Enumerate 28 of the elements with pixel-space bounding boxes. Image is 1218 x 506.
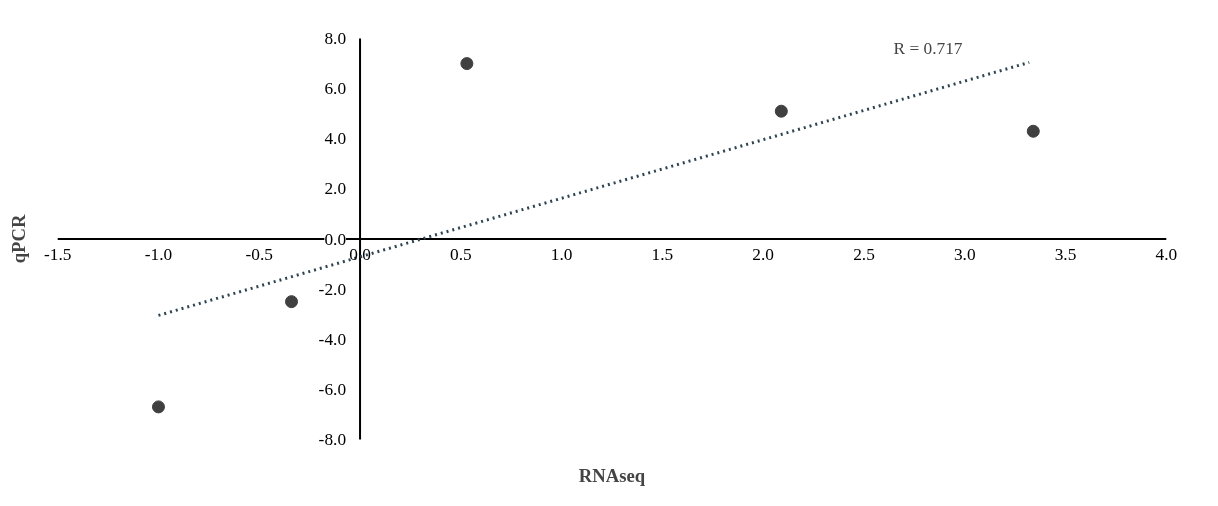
x-tick-label: 1.0 <box>550 245 573 264</box>
x-tick-label: 4.0 <box>1155 245 1178 264</box>
x-tick-label: -1.5 <box>43 245 72 264</box>
x-tick-label: 1.5 <box>651 245 674 264</box>
y-tick-label: 0.0 <box>324 229 347 249</box>
y-tick-label: -6.0 <box>318 379 347 399</box>
point <box>774 104 788 118</box>
x-tick-label: 2.0 <box>752 245 775 264</box>
y-tick-label: -2.0 <box>318 279 347 299</box>
x-tick-label: -0.5 <box>245 245 273 264</box>
y-tick-label: 6.0 <box>324 79 347 99</box>
y-tick-label: 8.0 <box>324 29 347 49</box>
x-tick-label: -1.0 <box>144 245 173 264</box>
y-tick-label: -8.0 <box>318 429 347 449</box>
x-axis-title: RNAseq <box>578 464 646 486</box>
point <box>460 57 474 71</box>
point <box>285 295 299 309</box>
point <box>1026 124 1040 138</box>
y-tick-label: -4.0 <box>318 329 347 349</box>
x-tick-label: 3.5 <box>1054 245 1077 264</box>
y-tick-label: 2.0 <box>324 179 347 199</box>
x-tick-label: 0.5 <box>449 245 472 264</box>
y-axis-title: qPCR <box>7 214 29 264</box>
annotation: R = 0.717 <box>893 38 963 58</box>
x-tick-label: 3.0 <box>953 245 976 264</box>
y-tick-label: 4.0 <box>324 129 347 149</box>
x-tick-label: 2.5 <box>853 245 875 264</box>
point <box>151 400 165 414</box>
